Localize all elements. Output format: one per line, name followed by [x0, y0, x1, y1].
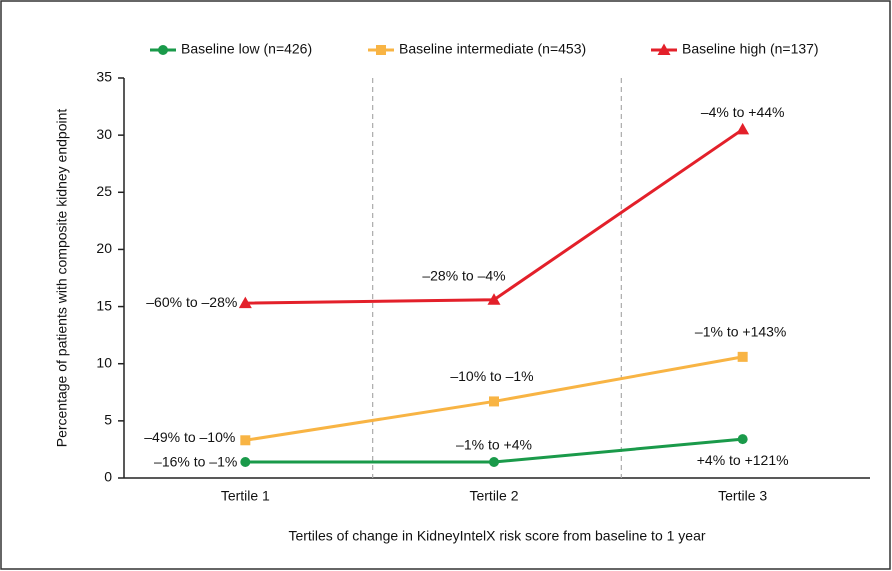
point-annotation: –28% to –4% [422, 267, 505, 283]
point-annotation: –4% to +44% [701, 104, 785, 120]
legend-label: Baseline high (n=137) [682, 41, 819, 57]
legend-marker [158, 45, 168, 55]
x-axis-label: Tertiles of change in KidneyIntelX risk … [288, 528, 705, 544]
point [737, 434, 748, 445]
point [240, 435, 251, 446]
point-annotation: –16% to –1% [154, 454, 237, 470]
y-tick-label: 15 [96, 297, 112, 313]
y-tick-label: 25 [96, 183, 112, 199]
point-annotation: –60% to –28% [146, 294, 237, 310]
y-axis-label: Percentage of patients with composite ki… [54, 109, 70, 448]
point-annotation: –1% to +4% [456, 437, 532, 453]
point [487, 293, 501, 305]
point [240, 457, 251, 467]
y-tick-label: 35 [96, 69, 112, 85]
legend-label: Baseline low (n=426) [181, 41, 312, 57]
y-tick-label: 30 [96, 126, 112, 142]
point [736, 122, 750, 135]
y-tick-label: 5 [104, 412, 112, 428]
y-tick-label: 10 [96, 354, 112, 370]
legend-label: Baseline intermediate (n=453) [399, 41, 586, 57]
point [737, 351, 748, 362]
x-tick-label: Tertile 1 [221, 488, 270, 504]
legend-marker [657, 43, 671, 55]
legend-marker [376, 45, 386, 55]
x-tick-label: Tertile 2 [469, 488, 518, 504]
point-annotation: –49% to –10% [144, 429, 235, 445]
point [238, 296, 252, 309]
point-annotation: –10% to –1% [450, 368, 533, 384]
point [489, 457, 499, 467]
y-tick-label: 20 [96, 240, 112, 256]
point-annotation: +4% to +121% [697, 452, 789, 468]
x-tick-label: Tertile 3 [718, 488, 767, 504]
y-tick-label: 0 [104, 469, 112, 485]
point-annotation: –1% to +143% [695, 324, 786, 340]
point [489, 396, 499, 407]
